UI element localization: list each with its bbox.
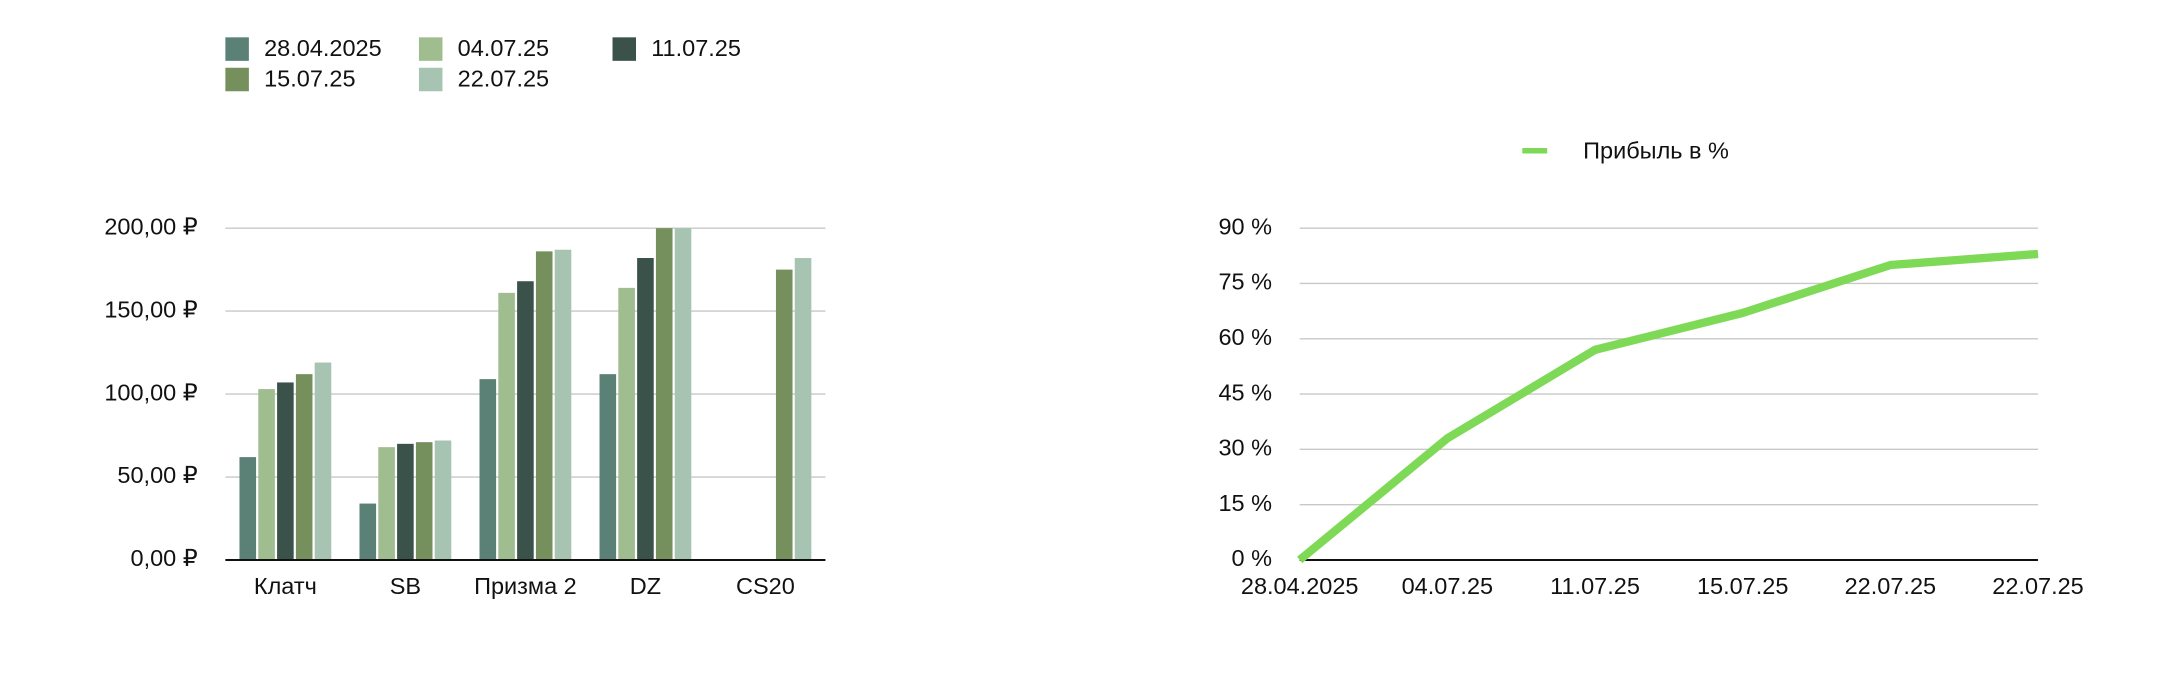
bar <box>415 442 433 560</box>
bar <box>618 287 635 560</box>
bar <box>479 379 497 560</box>
y-tick-label: 0 % <box>1232 545 1273 571</box>
legend-swatch <box>225 67 249 92</box>
bar <box>434 440 452 560</box>
y-tick-label: 100,00 ₽ <box>104 379 197 405</box>
y-tick-label: 60 % <box>1218 324 1272 350</box>
x-tick-label: 28.04.2025 <box>1241 573 1359 599</box>
legend-swatch <box>612 37 637 61</box>
y-tick-label: 150,00 ₽ <box>104 296 197 322</box>
line <box>1297 249 2039 564</box>
x-tick-label: 15.07.25 <box>1697 573 1788 599</box>
legend-label: Прибыль в % <box>1583 137 1729 163</box>
bar <box>498 292 515 560</box>
y-tick-label: 45 % <box>1218 379 1272 405</box>
bar <box>397 443 414 560</box>
x-tick-label: 11.07.25 <box>1550 573 1640 599</box>
legend-swatch <box>418 67 443 92</box>
bar <box>378 447 395 560</box>
y-tick-label: 90 % <box>1218 213 1272 239</box>
bar <box>295 374 313 560</box>
bar <box>554 249 572 560</box>
bar <box>277 382 294 560</box>
legend-swatch <box>225 37 249 61</box>
y-tick-label: 50,00 ₽ <box>117 462 197 488</box>
legend-label: 11.07.25 <box>651 35 741 61</box>
y-tick-label: 30 % <box>1218 435 1272 461</box>
bar <box>637 258 654 560</box>
legend-swatch <box>418 37 443 61</box>
y-tick-label: 0,00 ₽ <box>131 545 198 571</box>
x-tick-label: 22.07.25 <box>1845 573 1936 599</box>
y-tick-label: 75 % <box>1218 269 1272 295</box>
bar <box>359 503 377 560</box>
y-tick-label: 15 % <box>1218 490 1272 516</box>
legend-label: 28.04.2025 <box>264 35 382 61</box>
x-tick-label: 04.07.25 <box>1402 573 1493 599</box>
bar <box>517 281 534 560</box>
bar <box>258 389 275 560</box>
bar <box>775 269 793 560</box>
bar <box>239 457 257 560</box>
x-tick-label: 22.07.25 <box>1992 573 2083 599</box>
legend-label: 15.07.25 <box>264 65 355 91</box>
y-tick-label: 200,00 ₽ <box>104 213 197 239</box>
x-tick-label: Призма 2 <box>474 573 577 599</box>
legend-label: 04.07.25 <box>458 35 549 61</box>
bar <box>535 251 553 560</box>
bar <box>674 228 692 560</box>
bar <box>655 228 673 560</box>
legend-label: 22.07.25 <box>458 65 549 91</box>
bar <box>599 374 617 560</box>
x-tick-label: Клатч <box>254 573 317 599</box>
bar <box>314 362 332 560</box>
x-tick-label: DZ <box>630 573 661 599</box>
x-tick-label: SB <box>390 573 421 599</box>
x-tick-label: CS20 <box>736 573 795 599</box>
bar <box>794 258 812 560</box>
